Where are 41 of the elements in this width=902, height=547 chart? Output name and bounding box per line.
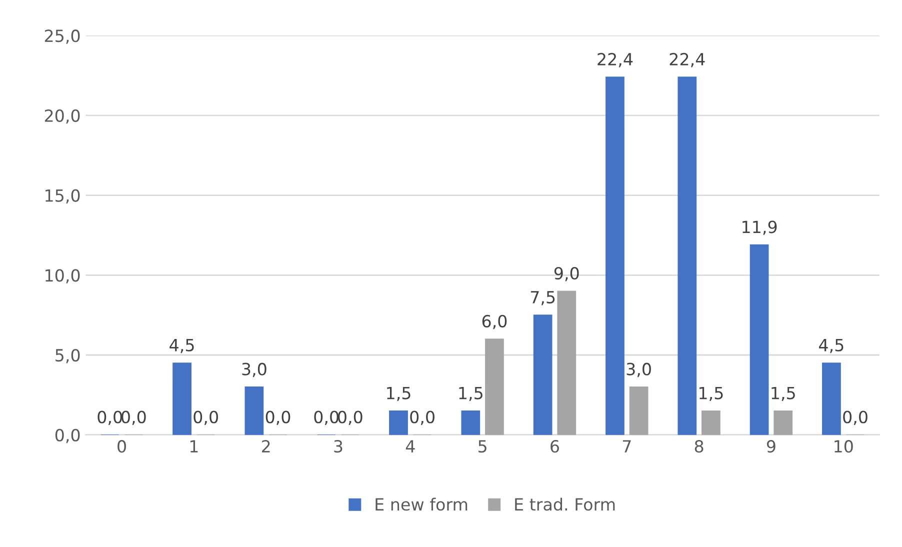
data-label: 0,0 [843, 410, 868, 426]
x-tick-label: 8 [694, 440, 704, 453]
data-label: 3,0 [626, 362, 651, 378]
y-tick-label: 5,0 [56, 348, 80, 364]
data-label: 3,0 [242, 362, 266, 378]
data-label: 0,0 [98, 410, 122, 426]
data-label: 0,0 [314, 410, 338, 426]
y-tick-label: 20,0 [44, 109, 80, 124]
data-label: 0,0 [410, 410, 434, 426]
x-tick-label: 4 [406, 440, 415, 452]
data-label: 6,0 [482, 314, 507, 330]
data-label: 7,5 [530, 291, 555, 306]
x-tick-label: 10 [834, 440, 853, 453]
y-tick-label: 25,0 [44, 30, 80, 44]
data-label: 0,0 [122, 410, 146, 426]
data-label: 22,4 [670, 52, 705, 68]
x-tick-label: 7 [622, 440, 631, 452]
data-label: 1,5 [700, 386, 723, 402]
data-label: 22,4 [598, 52, 633, 68]
x-tick-label: 2 [262, 440, 270, 452]
data-label: 11,9 [742, 220, 777, 235]
data-label: 0,0 [266, 410, 290, 426]
data-label: 0,0 [338, 410, 362, 426]
data-label: 1,5 [459, 386, 482, 402]
x-tick-label: 9 [766, 440, 776, 453]
x-tick-label: 0 [118, 440, 126, 453]
x-tick-label: 5 [478, 440, 486, 453]
data-label: 1,5 [772, 386, 795, 402]
data-label: 0,0 [194, 410, 218, 426]
data-label: 4,5 [819, 339, 844, 354]
data-label: 1,5 [387, 386, 410, 402]
data-label: 9,0 [554, 266, 579, 282]
legend-label: E trad. Form [515, 498, 615, 511]
x-tick-label: 1 [190, 440, 198, 452]
legend-label: E new form [376, 498, 468, 511]
y-tick-label: 15,0 [46, 189, 80, 204]
data-label: 4,5 [170, 339, 194, 354]
y-tick-label: 0,0 [55, 428, 80, 444]
x-tick-label: 6 [550, 440, 559, 453]
y-tick-label: 10,0 [46, 269, 80, 284]
x-tick-label: 3 [334, 440, 342, 453]
